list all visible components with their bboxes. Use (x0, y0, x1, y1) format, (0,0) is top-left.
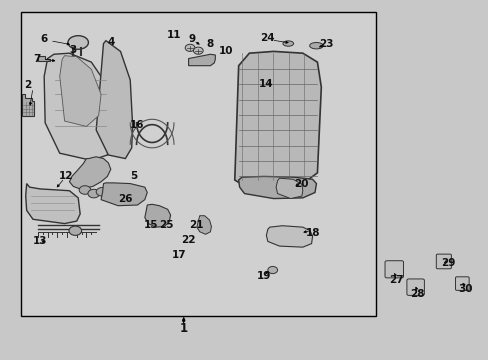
Circle shape (185, 44, 195, 51)
Text: 5: 5 (130, 171, 137, 181)
Polygon shape (234, 51, 321, 189)
Text: 7: 7 (33, 54, 41, 64)
Text: 10: 10 (219, 46, 233, 56)
Polygon shape (96, 41, 132, 158)
Polygon shape (101, 183, 147, 206)
Text: 21: 21 (188, 220, 203, 230)
Polygon shape (69, 157, 111, 189)
Text: 24: 24 (260, 33, 275, 43)
Text: 15: 15 (143, 220, 158, 230)
Ellipse shape (283, 41, 293, 46)
Text: 28: 28 (409, 289, 424, 298)
Circle shape (88, 189, 100, 198)
Text: 11: 11 (166, 30, 181, 40)
Circle shape (96, 188, 108, 196)
FancyBboxPatch shape (455, 277, 468, 291)
Polygon shape (26, 184, 80, 224)
Circle shape (193, 47, 203, 54)
Text: 16: 16 (130, 120, 144, 130)
Text: 20: 20 (294, 179, 308, 189)
Text: 17: 17 (171, 250, 186, 260)
Circle shape (267, 266, 277, 274)
Polygon shape (38, 56, 50, 62)
Polygon shape (276, 178, 302, 199)
Polygon shape (266, 226, 312, 247)
Text: 3: 3 (70, 45, 77, 55)
FancyBboxPatch shape (384, 261, 403, 278)
Text: 29: 29 (441, 258, 455, 268)
Bar (21, 12, 375, 316)
Text: 14: 14 (259, 79, 273, 89)
Text: 22: 22 (181, 235, 195, 245)
Text: 23: 23 (318, 39, 333, 49)
Text: 25: 25 (159, 220, 174, 230)
Text: 8: 8 (206, 39, 214, 49)
Text: 26: 26 (119, 194, 133, 203)
FancyBboxPatch shape (435, 254, 450, 269)
Polygon shape (60, 56, 101, 126)
Polygon shape (144, 204, 170, 227)
Text: 18: 18 (305, 228, 319, 238)
Text: 13: 13 (33, 236, 47, 246)
Text: 2: 2 (24, 80, 32, 90)
Text: 1: 1 (179, 322, 187, 335)
FancyBboxPatch shape (406, 279, 424, 296)
Polygon shape (22, 94, 34, 116)
Polygon shape (238, 176, 316, 199)
Text: 4: 4 (107, 37, 114, 48)
Circle shape (69, 226, 81, 235)
Ellipse shape (309, 42, 323, 49)
Ellipse shape (68, 36, 88, 49)
Polygon shape (197, 216, 211, 234)
Text: 19: 19 (256, 271, 270, 282)
Polygon shape (44, 53, 111, 160)
Polygon shape (188, 54, 215, 66)
Text: 12: 12 (59, 171, 73, 181)
Text: 30: 30 (458, 284, 472, 294)
Text: 9: 9 (188, 34, 195, 44)
Text: 6: 6 (40, 34, 47, 44)
Circle shape (79, 186, 91, 194)
Text: 27: 27 (388, 275, 403, 285)
